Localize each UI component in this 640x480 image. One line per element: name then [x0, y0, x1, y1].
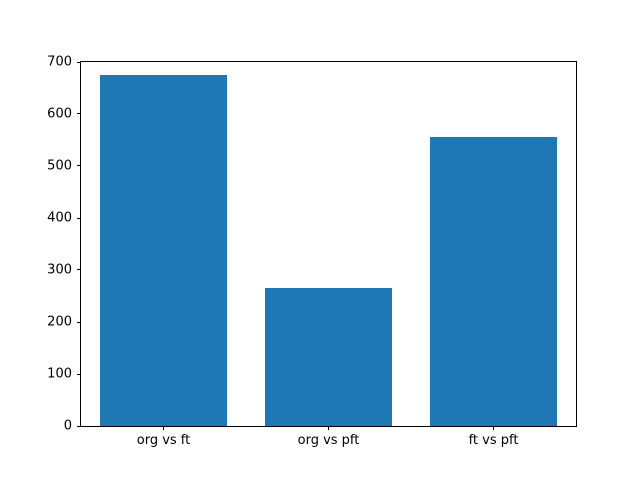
y-axis-tick-label: 700	[47, 54, 72, 70]
x-axis-tick	[328, 426, 329, 430]
y-axis-tick-label: 300	[47, 262, 72, 278]
y-axis-tick	[77, 165, 81, 167]
x-axis-tick-label: ft vs pft	[468, 433, 519, 448]
x-axis-tick-label: org vs ft	[136, 433, 191, 448]
y-axis-tick	[77, 321, 81, 323]
x-axis-tick-label: org vs pft	[297, 433, 360, 448]
y-axis-tick-label: 0	[63, 418, 72, 434]
y-axis-tick	[77, 61, 81, 63]
bar-ft-vs-pft	[429, 137, 558, 426]
y-axis-tick	[77, 217, 81, 219]
y-axis-tick-label: 100	[47, 366, 72, 382]
plot-area: 0 100 200 300 400 500 600 700 org vs ft org vs pf…	[47, 56, 577, 447]
y-axis-tick-label: 200	[47, 314, 72, 330]
y-axis-tick	[77, 113, 81, 115]
x-axis-tick	[162, 426, 164, 430]
y-axis-tick-label: 400	[47, 210, 72, 226]
bar-org-vs-pft	[264, 288, 393, 426]
y-axis-tick	[77, 425, 81, 427]
y-axis-tick-label: 600	[47, 106, 72, 122]
y-axis-tick-label: 500	[47, 158, 72, 174]
y-axis-tick	[77, 373, 81, 375]
bar-org-vs-ft	[99, 75, 228, 426]
y-axis-tick	[77, 269, 81, 271]
x-axis-tick	[493, 426, 494, 430]
